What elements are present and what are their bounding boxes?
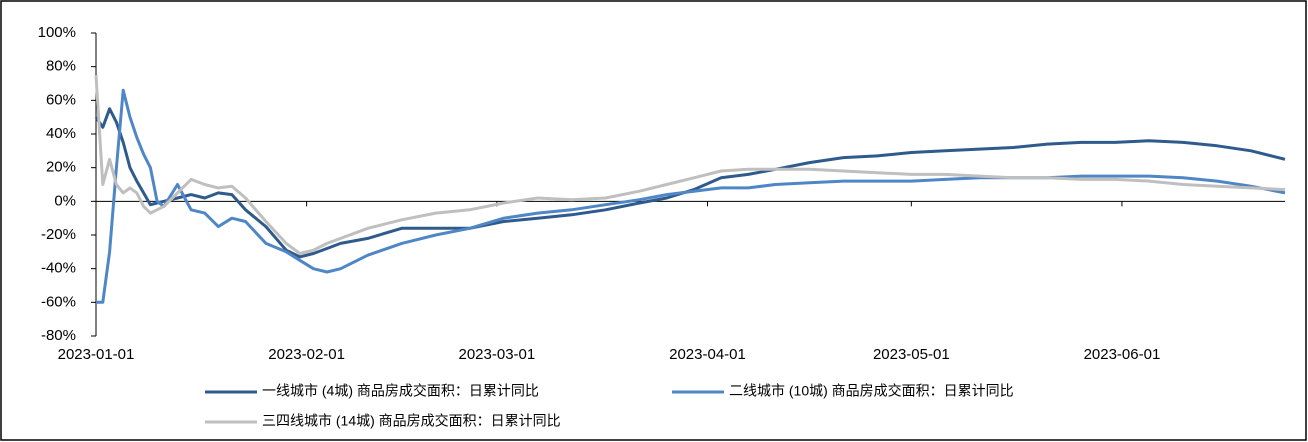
y-tick-label: 0% [54, 192, 76, 209]
legend-label: 三四线城市 (14城) 商品房成交面积：日累计同比 [262, 413, 561, 429]
x-tick-label: 2023-06-01 [1084, 346, 1161, 363]
y-tick-label: 40% [46, 125, 76, 142]
y-tick-label: 20% [46, 159, 76, 176]
legend-label: 二线城市 (10城) 商品房成交面积：日累计同比 [729, 383, 1014, 399]
y-tick-label: -80% [41, 327, 76, 344]
x-tick-label: 2023-02-01 [268, 346, 345, 363]
x-tick-label: 2023-01-01 [58, 346, 135, 363]
x-tick-label: 2023-03-01 [458, 346, 535, 363]
series-line [94, 107, 1286, 259]
x-tick-label: 2023-04-01 [669, 346, 746, 363]
y-tick-label: 60% [46, 91, 76, 108]
y-tick-label: -20% [41, 226, 76, 243]
legend-label: 一线城市 (4城) 商品房成交面积：日累计同比 [262, 383, 539, 399]
y-tick-label: -60% [41, 293, 76, 310]
x-tick-label: 2023-05-01 [873, 346, 950, 363]
y-tick-label: 100% [38, 24, 76, 41]
y-tick-label: 80% [46, 58, 76, 75]
y-tick-label: -40% [41, 260, 76, 277]
series-line [94, 75, 1286, 255]
